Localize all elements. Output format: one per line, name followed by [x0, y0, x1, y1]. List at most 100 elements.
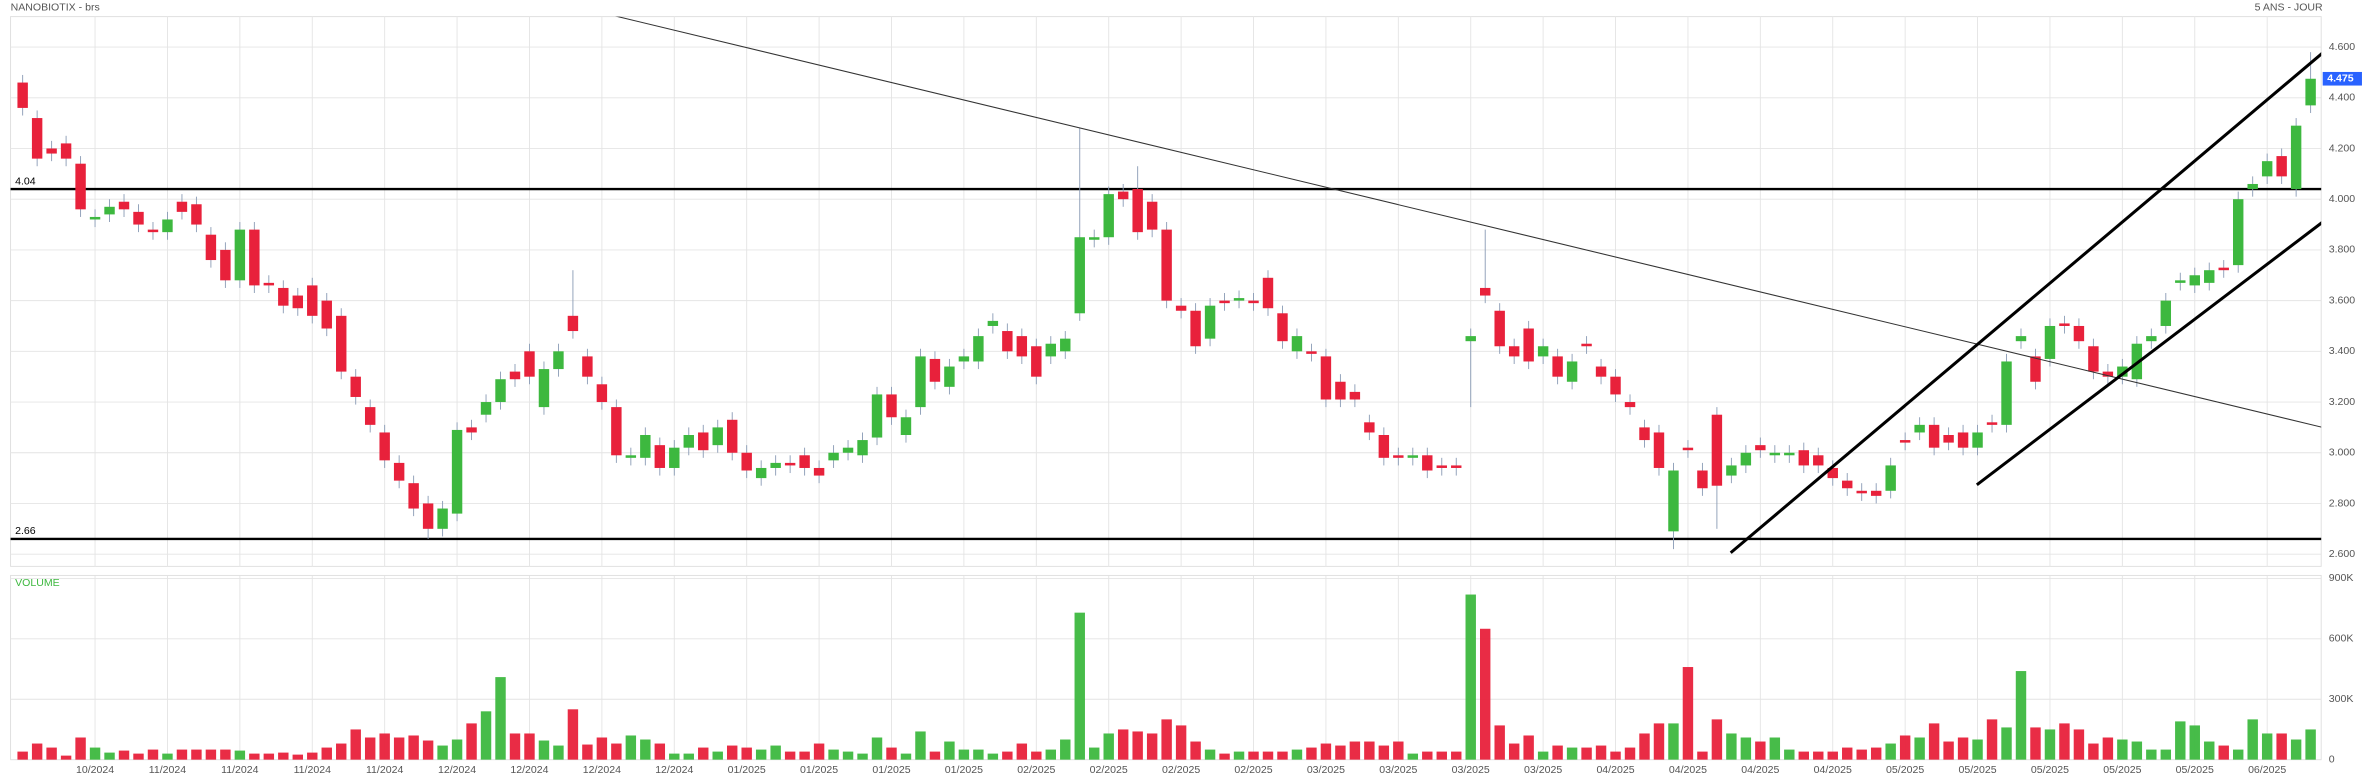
volume-bar	[31, 743, 43, 760]
volume-bar	[191, 749, 202, 760]
candle-body	[191, 204, 202, 225]
candle-body	[1537, 346, 1549, 357]
volume-bar	[1248, 751, 1259, 760]
candle-body	[1494, 310, 1505, 347]
volume-bar	[336, 743, 347, 760]
candle-body	[1103, 194, 1114, 238]
x-tick-label: 01/2025	[800, 764, 838, 776]
candle-body	[770, 462, 781, 468]
volume-bar	[654, 743, 666, 760]
candle-body	[1349, 391, 1361, 400]
volume-bar	[1204, 749, 1216, 760]
y-tick-label: 300K	[2329, 693, 2354, 705]
volume-bar	[842, 751, 854, 760]
candle-body	[1914, 424, 1925, 433]
channel-line	[1729, 52, 2322, 554]
x-tick-label: 01/2025	[872, 764, 910, 776]
volume-bar	[1320, 743, 1332, 760]
candle-body	[1827, 467, 1838, 479]
candle-body	[582, 356, 593, 377]
candle-body	[1581, 343, 1592, 347]
last-price-label: 4.475	[2327, 73, 2354, 85]
y-tick-label: 3.400	[2329, 345, 2356, 357]
volume-bar	[1146, 733, 1158, 760]
x-tick-label: 03/2025	[1307, 764, 1345, 776]
candle-body	[437, 508, 448, 529]
candle-body	[1219, 300, 1230, 304]
x-tick-label: 12/2024	[655, 764, 693, 776]
volume-bar	[712, 751, 723, 760]
candle-body	[1378, 435, 1390, 458]
volume-bar	[784, 751, 796, 760]
candle-body	[1277, 313, 1288, 342]
candle-body	[451, 429, 463, 514]
volume-bar	[1856, 749, 1867, 760]
candle-body	[31, 118, 43, 159]
x-tick-label: 11/2024	[149, 764, 187, 776]
candle-body	[263, 282, 275, 286]
volume-bar	[408, 735, 419, 760]
candle-body	[1031, 346, 1042, 377]
volume-bar	[350, 729, 361, 760]
candle-body	[2146, 336, 2157, 342]
volume-bar	[292, 754, 304, 760]
candle-body	[2261, 161, 2273, 177]
candle-body	[1682, 447, 1694, 451]
x-tick-label: 02/2025	[1017, 764, 1055, 776]
volume-bar	[741, 747, 752, 760]
candle-body	[89, 216, 101, 220]
volume-bar	[944, 741, 955, 760]
volume-bar	[17, 751, 28, 760]
candle-body	[1016, 336, 1028, 357]
candle-body	[1479, 287, 1491, 296]
volume-bar	[1103, 733, 1114, 760]
volume-bar	[422, 740, 434, 760]
candle-body	[1943, 435, 1954, 443]
volume-bar	[871, 737, 883, 760]
candle-body	[292, 295, 304, 309]
candle-body	[1465, 336, 1476, 342]
candle-body	[2073, 325, 2085, 342]
volume-bar	[1031, 751, 1042, 760]
candle-body	[1508, 346, 1520, 357]
volume-bar	[915, 731, 926, 760]
y-tick-label: 3.000	[2329, 447, 2356, 459]
y-tick-label: 900K	[2329, 572, 2354, 584]
candle-body	[1624, 402, 1636, 408]
volume-bar	[2160, 749, 2172, 760]
volume-bar	[1219, 753, 1230, 760]
candle-body	[2044, 325, 2056, 359]
volume-bar	[973, 749, 984, 760]
volume-bar	[2131, 741, 2143, 760]
x-tick-label: 12/2024	[438, 764, 476, 776]
candle-body	[1856, 490, 1867, 494]
candle-body	[524, 351, 535, 377]
volume-bar	[640, 739, 651, 760]
volume-bar	[1436, 751, 1447, 760]
volume-bar	[1624, 747, 1636, 760]
volume-bar	[249, 753, 260, 760]
candle-body	[640, 435, 651, 458]
candle-body	[958, 356, 970, 362]
trendline	[615, 16, 2322, 428]
y-tick-label: 4.400	[2329, 92, 2356, 104]
candle-body	[249, 229, 260, 286]
candle-body	[220, 249, 231, 281]
volume-bar	[1002, 751, 1013, 760]
volume-bar	[307, 752, 318, 760]
candle-body	[1190, 310, 1201, 347]
candle-body	[2175, 280, 2186, 283]
candle-body	[538, 369, 550, 408]
volume-bar	[1552, 745, 1563, 760]
candle-body	[755, 467, 767, 479]
volume-bar	[1407, 753, 1419, 760]
volume-bar	[2261, 733, 2273, 760]
volume-bar	[538, 740, 550, 760]
candle-body	[712, 427, 723, 446]
candle-body	[553, 351, 564, 370]
candle-body	[60, 143, 72, 159]
candle-body	[1364, 422, 1375, 433]
candle-body	[162, 219, 173, 233]
candle-body	[842, 447, 854, 453]
